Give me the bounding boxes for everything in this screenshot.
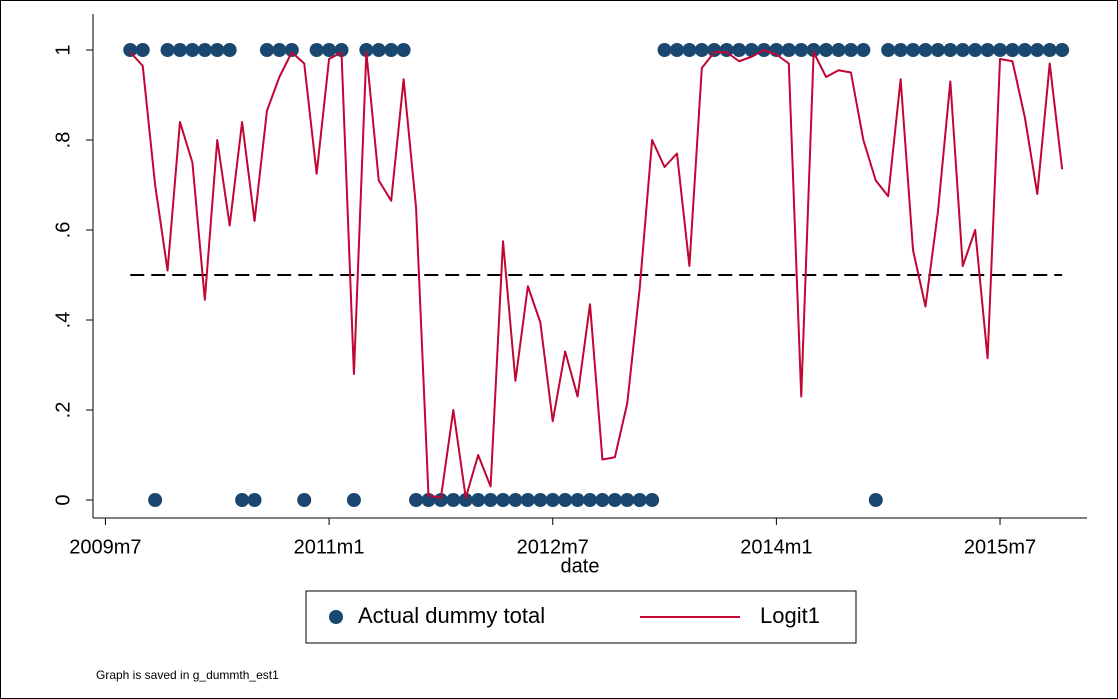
dot bbox=[732, 43, 747, 57]
dot bbox=[446, 493, 461, 507]
y-tick-label: 0 bbox=[52, 494, 74, 505]
legend-marker bbox=[329, 610, 343, 624]
dot bbox=[968, 43, 983, 57]
dot bbox=[346, 493, 361, 507]
dot bbox=[148, 493, 163, 507]
dot bbox=[309, 43, 324, 57]
dot bbox=[160, 43, 175, 57]
dot bbox=[744, 43, 759, 57]
legend-label: Logit1 bbox=[760, 603, 820, 628]
dot bbox=[1055, 43, 1070, 57]
dot bbox=[259, 43, 274, 57]
dot bbox=[210, 43, 225, 57]
dot bbox=[669, 43, 684, 57]
y-tick-label: .2 bbox=[52, 402, 74, 419]
dot bbox=[508, 493, 523, 507]
x-tick-label: 2014m1 bbox=[740, 536, 812, 558]
y-tick-label: .4 bbox=[52, 312, 74, 329]
dot bbox=[918, 43, 933, 57]
dot bbox=[583, 493, 597, 507]
dot bbox=[371, 43, 386, 57]
dot bbox=[123, 43, 138, 57]
dot bbox=[172, 43, 187, 57]
dot bbox=[620, 493, 635, 507]
dot bbox=[781, 43, 796, 57]
dot bbox=[545, 493, 560, 507]
dot bbox=[943, 43, 958, 57]
dot bbox=[955, 43, 970, 57]
x-tick-label: 2012m7 bbox=[517, 536, 589, 558]
dot bbox=[930, 43, 945, 57]
line bbox=[129, 49, 1064, 499]
dot bbox=[980, 43, 995, 57]
dot bbox=[843, 43, 858, 57]
dot bbox=[359, 43, 374, 57]
dot bbox=[284, 43, 299, 57]
dot bbox=[657, 43, 672, 57]
dot bbox=[396, 43, 411, 57]
dot bbox=[1042, 43, 1057, 57]
dot bbox=[496, 493, 511, 507]
x-tick-label: 2011m1 bbox=[294, 536, 365, 558]
dot bbox=[595, 493, 610, 507]
dot bbox=[1005, 43, 1020, 57]
x-axis-label: date bbox=[561, 555, 600, 577]
dot bbox=[831, 43, 846, 57]
dot bbox=[483, 493, 498, 507]
legend-label: Actual dummy total bbox=[358, 603, 545, 628]
dot bbox=[632, 493, 647, 507]
dot bbox=[247, 493, 262, 507]
x-tick-label: 2009m7 bbox=[69, 536, 141, 558]
dot bbox=[719, 43, 734, 57]
dot bbox=[222, 43, 237, 57]
dot bbox=[533, 493, 548, 507]
dot bbox=[520, 493, 535, 507]
y-tick-label: .6 bbox=[52, 222, 74, 239]
dot bbox=[993, 43, 1008, 57]
legend-box bbox=[305, 590, 857, 644]
dot bbox=[819, 43, 834, 57]
dot bbox=[135, 43, 150, 57]
dot bbox=[682, 43, 697, 57]
dot bbox=[272, 43, 287, 57]
dot bbox=[297, 493, 312, 507]
dot bbox=[471, 493, 486, 507]
y-tick-label: .8 bbox=[52, 132, 74, 149]
dot bbox=[235, 493, 250, 507]
y-tick-label: 1 bbox=[52, 44, 74, 55]
dot bbox=[409, 493, 424, 507]
dot bbox=[185, 43, 200, 57]
dot bbox=[645, 493, 660, 507]
dot bbox=[322, 43, 337, 57]
dot bbox=[458, 493, 473, 507]
dot bbox=[570, 493, 585, 507]
dot bbox=[856, 43, 871, 57]
dot bbox=[197, 43, 212, 57]
dot bbox=[607, 493, 622, 507]
dot bbox=[881, 43, 896, 57]
dot bbox=[1017, 43, 1032, 57]
dot bbox=[707, 43, 722, 57]
dot bbox=[1030, 43, 1045, 57]
dot bbox=[906, 43, 921, 57]
dot bbox=[806, 43, 821, 57]
dot bbox=[868, 493, 883, 507]
x-tick-label: 2015m7 bbox=[964, 536, 1036, 558]
dot bbox=[794, 43, 809, 57]
dot bbox=[694, 43, 709, 57]
note: Graph is saved in g_dummth_est1 bbox=[96, 668, 279, 682]
dot bbox=[558, 493, 573, 507]
dot bbox=[893, 43, 908, 57]
dot bbox=[384, 43, 399, 57]
